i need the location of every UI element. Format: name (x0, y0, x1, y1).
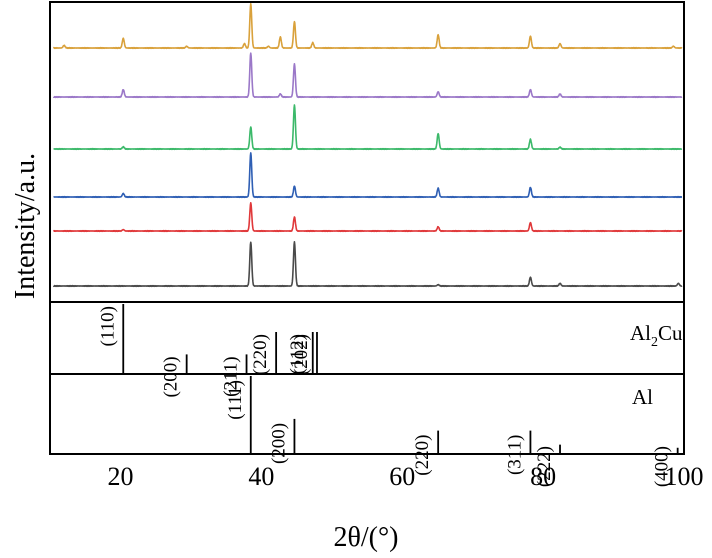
peak-index-label: (112) (287, 334, 308, 374)
y-axis-label: Intensity/a.u. (10, 153, 41, 299)
reference-label-subscript: 2 (651, 335, 658, 350)
x-tick-labels: 20 40 60 80 100 (107, 462, 703, 491)
peak-index-label: (111) (225, 380, 246, 420)
peak-index-label: (400) (652, 446, 673, 487)
peak-index-label: (311) (504, 435, 525, 475)
diffraction-panel (49, 1, 685, 303)
peak-index-label: (211) (221, 356, 242, 396)
series-line (52, 241, 683, 288)
series-line (52, 52, 683, 99)
series-line (53, 152, 683, 199)
x-tick-label: 60 (389, 462, 415, 491)
series-line (52, 2, 683, 50)
reference-label-tail: Cu (658, 321, 683, 345)
x-tick-label: 40 (248, 462, 274, 491)
peak-index-label: (200) (268, 423, 289, 464)
peak-index-label: (220) (412, 435, 433, 476)
series-line (53, 104, 683, 151)
x-tick-label: 20 (107, 462, 133, 491)
reference-pattern-label: Al (632, 385, 653, 409)
al2cu-reference-panel: (110) (200) (211) (220) (112)(202) Al2Cu (49, 301, 685, 398)
peak-index-label: (200) (161, 356, 182, 397)
series-line (53, 202, 683, 233)
peak-index-label: (222) (534, 446, 555, 487)
reference-pattern-label: Al2Cu (630, 321, 683, 350)
peak-index-label: (202) (291, 334, 312, 375)
panel-frame-bot (49, 373, 685, 455)
x-tick-label: 80 (530, 462, 556, 491)
x-tick-label: 100 (665, 462, 704, 491)
al-reference-panel: (111) (200) (220) (311) (222) (400) Al (49, 373, 685, 487)
x-axis-label: 2θ/(°) (333, 522, 398, 553)
peak-index-label: (110) (97, 306, 118, 346)
reference-label-base: Al (630, 321, 651, 345)
peak-index-label: (220) (250, 334, 271, 375)
panel-frame-mid (49, 301, 685, 375)
reference-label-base: Al (632, 385, 653, 409)
panel-frame-top (49, 1, 685, 303)
